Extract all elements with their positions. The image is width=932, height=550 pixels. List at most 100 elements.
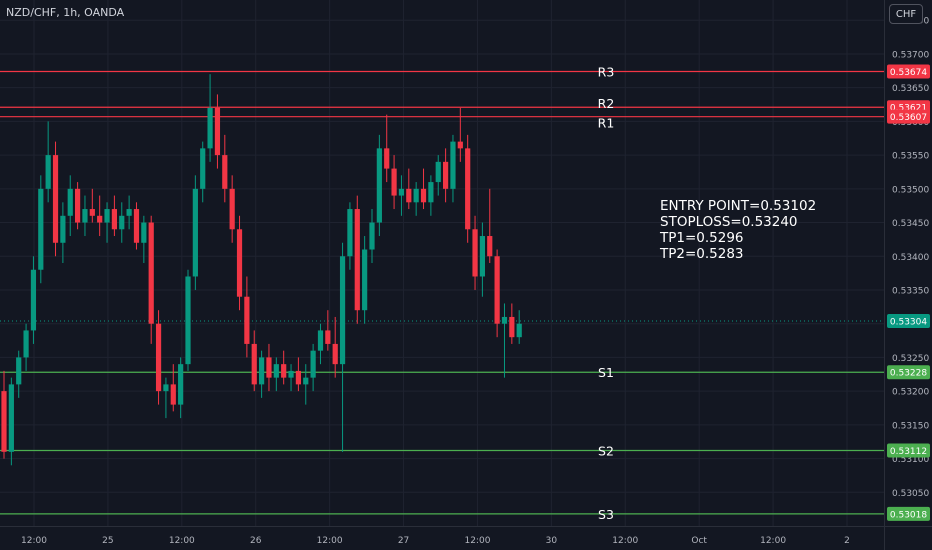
level-s1-tag bbox=[887, 365, 930, 380]
support-resistance-lines: R3 R2 R1 S1 S2 S3 bbox=[0, 64, 884, 522]
candle-body bbox=[266, 357, 272, 378]
candle-body bbox=[369, 222, 375, 250]
level-s1-tag-label: 0.53228 bbox=[890, 369, 927, 379]
candle-body bbox=[236, 229, 243, 297]
y-tick-label: 0.53450 bbox=[892, 219, 929, 229]
candle-body bbox=[251, 343, 257, 385]
tp1-text: TP1=0.5296 bbox=[660, 230, 744, 246]
candle-body bbox=[479, 236, 485, 277]
candle-body bbox=[435, 161, 441, 183]
x-tick-label: 26 bbox=[250, 536, 262, 546]
level-r2-tag-label: 0.53621 bbox=[890, 104, 927, 114]
candle-body bbox=[170, 384, 176, 405]
x-tick-label: 27 bbox=[398, 536, 409, 546]
level-label-s1: S1 bbox=[598, 365, 614, 380]
candle-body bbox=[148, 222, 154, 324]
x-tick-label: 12:00 bbox=[464, 536, 490, 546]
candles bbox=[1, 74, 522, 466]
candle-body bbox=[52, 155, 59, 243]
y-tick-label: 0.53400 bbox=[892, 253, 929, 263]
candle-body bbox=[75, 188, 81, 223]
candle-body bbox=[244, 296, 250, 344]
y-tick-label: 0.53050 bbox=[892, 489, 929, 499]
candle-body bbox=[119, 215, 125, 230]
candle-body bbox=[347, 209, 353, 257]
candle-body bbox=[200, 148, 206, 189]
candle-body bbox=[339, 256, 346, 365]
candle-body bbox=[376, 148, 382, 223]
x-tick-label: 30 bbox=[546, 536, 558, 546]
candle-body bbox=[214, 107, 221, 156]
candle-body bbox=[97, 215, 103, 223]
level-label-r3: R3 bbox=[598, 64, 615, 79]
candle-body bbox=[60, 215, 66, 243]
candle-body bbox=[259, 357, 265, 385]
level-label-s2: S2 bbox=[598, 443, 614, 458]
candle-body bbox=[8, 384, 14, 452]
candle-body bbox=[45, 155, 51, 189]
y-tick-label: 0.53550 bbox=[892, 152, 929, 162]
candle-body bbox=[222, 155, 228, 189]
candle-body bbox=[163, 384, 169, 392]
candle-body bbox=[288, 370, 294, 378]
candle-body bbox=[465, 148, 471, 230]
x-tick-label: 12:00 bbox=[317, 536, 343, 546]
level-s2-tag bbox=[887, 443, 930, 458]
grid bbox=[0, 0, 884, 526]
y-tick-label: 0.53700 bbox=[892, 50, 929, 60]
time-axis: 12:00 25 12:00 26 12:00 27 12:00 30 12:00 Oct 12:0… bbox=[0, 526, 932, 546]
candle-body bbox=[450, 141, 456, 189]
candle-body bbox=[155, 323, 162, 392]
candle-body bbox=[30, 269, 37, 331]
level-r3-tag bbox=[887, 64, 930, 79]
current-price-tag bbox=[887, 313, 930, 328]
candle-body bbox=[185, 276, 191, 365]
candle-body bbox=[192, 188, 198, 277]
candle-body bbox=[384, 148, 390, 169]
candle-body bbox=[303, 377, 309, 385]
candle-body bbox=[420, 188, 427, 203]
candle-body bbox=[398, 188, 405, 196]
x-tick-label: 25 bbox=[102, 536, 113, 546]
candle-body bbox=[457, 141, 463, 149]
candle-body bbox=[310, 350, 316, 378]
candle-body bbox=[23, 330, 29, 358]
candle-body bbox=[126, 209, 132, 216]
candle-body bbox=[38, 188, 44, 270]
candle-body bbox=[178, 364, 184, 405]
candle-body bbox=[229, 188, 235, 230]
candle-body bbox=[413, 188, 419, 203]
symbol-title[interactable]: NZD/CHF, 1h, OANDA bbox=[6, 6, 125, 19]
x-tick-label: Oct bbox=[691, 536, 707, 546]
current-price-tag-label: 0.53304 bbox=[890, 317, 927, 327]
candle-body bbox=[1, 391, 7, 452]
level-r3-tag-label: 0.53674 bbox=[890, 68, 927, 78]
candle-body bbox=[141, 222, 147, 243]
stoploss-text: STOPLOSS=0.53240 bbox=[660, 214, 798, 230]
level-s2-tag-label: 0.53112 bbox=[890, 447, 927, 457]
x-tick-label: 12:00 bbox=[21, 536, 47, 546]
candle-body bbox=[273, 364, 279, 378]
currency-button[interactable]: CHF bbox=[889, 4, 923, 24]
candle-body bbox=[494, 256, 500, 324]
candle-body bbox=[472, 229, 478, 277]
candle-body bbox=[325, 330, 331, 344]
tp2-text: TP2=0.5283 bbox=[660, 246, 744, 262]
x-tick-label: 12:00 bbox=[612, 536, 638, 546]
candle-body bbox=[354, 209, 360, 311]
y-tick-label: 0.53100 bbox=[892, 455, 929, 465]
trade-note: ENTRY POINT=0.53102 STOPLOSS=0.53240 TP1… bbox=[660, 198, 816, 262]
level-r1-tag bbox=[887, 109, 930, 124]
candle-body bbox=[111, 209, 117, 230]
candle-body bbox=[295, 370, 301, 385]
candle-body bbox=[82, 209, 88, 223]
x-tick-label: 2 bbox=[844, 536, 850, 546]
y-tick-label: 0.53350 bbox=[892, 286, 929, 296]
y-tick-label: 0.53500 bbox=[892, 185, 929, 195]
y-tick-label: 0.53250 bbox=[892, 354, 929, 364]
candle-body bbox=[362, 249, 368, 311]
candle-body bbox=[104, 209, 110, 223]
candle-body bbox=[406, 188, 412, 203]
candle-body bbox=[516, 323, 522, 338]
